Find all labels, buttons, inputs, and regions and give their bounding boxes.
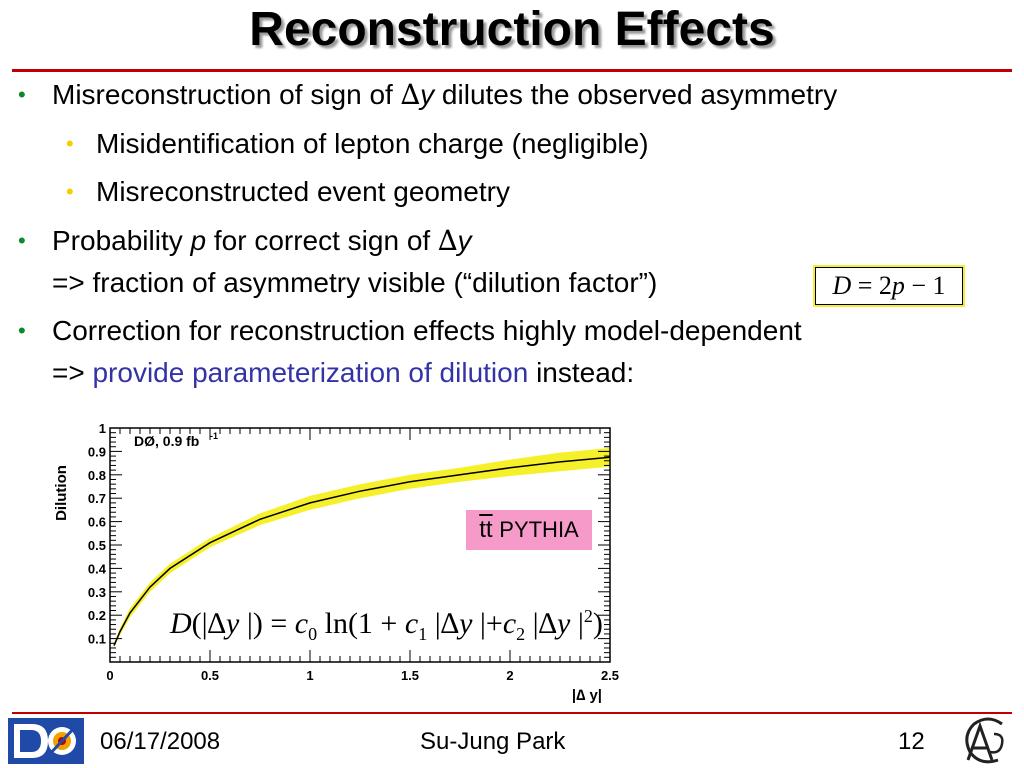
formula-sub: 0	[308, 624, 318, 644]
title-divider	[12, 69, 1012, 72]
formula-y: y	[226, 607, 240, 640]
y-tick-label: 0.8	[88, 468, 106, 483]
bullet-correction: Correction for reconstruction effects hi…	[52, 315, 802, 346]
formula-c1: c	[404, 607, 419, 640]
formula-D: D	[170, 607, 192, 640]
highlight-text: provide parameterization of dilution	[92, 357, 529, 388]
bullet-text: Misreconstruction of sign of	[52, 79, 401, 110]
sub-bullet-dot: •	[66, 131, 74, 156]
formula-c0: c	[294, 607, 309, 640]
var-p: p	[190, 225, 207, 256]
bullet-text: =>	[52, 357, 93, 388]
bullet-dilution-factor: => fraction of asymmetry visible (“dilut…	[52, 267, 658, 298]
sub-bullet-charge-misid: Misidentification of lepton charge (negl…	[96, 128, 649, 159]
bullet-parameterization: => provide parameterization of dilution …	[52, 356, 634, 390]
y-tick-label: 0.6	[88, 515, 106, 530]
x-tick-label: 0.5	[201, 668, 219, 683]
formula-y: y	[557, 607, 571, 640]
bullet-dot: •	[18, 228, 26, 253]
formula-sup: 2	[583, 606, 593, 626]
sub-bullet-dot: •	[66, 179, 74, 204]
footer-divider	[12, 712, 1012, 714]
eq-p: p	[891, 271, 905, 300]
formula-part: |+	[472, 607, 503, 640]
university-seal-icon	[965, 717, 1004, 764]
bullet-probability: Probability p for correct sign of ∆y	[52, 224, 472, 258]
footer-date: 06/17/2008	[100, 728, 221, 755]
x-tick-label: 1.5	[401, 668, 419, 683]
delta-symbol: ∆	[437, 224, 458, 257]
y-tick-label: 0.2	[88, 608, 106, 623]
formula-c2: c	[502, 607, 517, 640]
formula-part: |∆	[525, 607, 558, 640]
pythia-brand: PYTHIA	[499, 517, 579, 542]
x-tick-label: 2.5	[601, 668, 619, 683]
formula-sub: 1	[418, 624, 428, 644]
footer-author: Su-Jung Park	[420, 728, 566, 755]
bullet-text: dilutes the observed asymmetry	[434, 79, 838, 110]
bullet-text: Probability	[52, 225, 191, 256]
chart-title-superscript: -1	[210, 431, 218, 441]
y-tick-label: 0.3	[88, 585, 106, 600]
bullet-sign-misreconstruction: Misreconstruction of sign of ∆y dilutes …	[52, 78, 837, 112]
formula-part: |) =	[239, 607, 295, 640]
formula-sub: 2	[516, 624, 526, 644]
formula-part: |∆	[427, 607, 460, 640]
bullet-text: for correct sign of	[206, 225, 438, 256]
x-tick-label: 1	[306, 668, 313, 683]
y-tick-label: 0.9	[88, 444, 106, 459]
ttbar-text: tt	[479, 516, 493, 543]
dilution-chart: 0.1 0.2 0.3 0.4 0.5 0.6 0.7 0.8 0.9 1 0 0.5 1 1.5 2 2.5…	[40, 410, 630, 710]
x-tick-label: 0	[106, 668, 113, 683]
bullet-dot: •	[18, 82, 26, 107]
eq-equals-2: = 2	[851, 271, 892, 300]
y-tick-label: 0.1	[88, 632, 106, 647]
formula-part: ln(1 +	[317, 607, 405, 640]
dilution-curve	[113, 456, 611, 646]
dilution-equation-box: D = 2p − 1	[813, 265, 965, 307]
bullet-text: instead:	[528, 357, 635, 388]
chart-title: DØ, 0.9 fb	[134, 433, 199, 449]
y-tick-label: 1	[99, 421, 106, 436]
dilution-formula: D(|∆y |) = c0 ln(1 + c1 |∆y |+c2 |∆y |2)	[170, 594, 690, 644]
dilution-chart-svg: 0.1 0.2 0.3 0.4 0.5 0.6 0.7 0.8 0.9 1 0 0.5 1 1.5 2 2.5…	[53, 421, 619, 704]
y-tick-label: 0.4	[88, 561, 107, 576]
x-axis-label: |∆ y|	[572, 687, 602, 704]
eq-minus-1: − 1	[904, 271, 946, 300]
eq-D: D	[832, 271, 852, 300]
delta-symbol: ∆	[400, 78, 421, 111]
d0-logo-icon	[8, 718, 84, 764]
slide-title: Reconstruction Effects	[249, 3, 775, 56]
formula-part: |	[570, 607, 584, 640]
uncertainty-band	[114, 447, 610, 648]
pythia-label: tt PYTHIA	[466, 510, 592, 550]
y-axis-label: Dilution	[53, 465, 70, 521]
var-y: y	[457, 225, 472, 256]
sub-bullet-geometry: Misreconstructed event geometry	[96, 176, 510, 207]
formula-part: (|∆	[191, 607, 227, 640]
var-y: y	[420, 79, 435, 110]
y-tick-label: 0.5	[88, 538, 106, 553]
bullet-dot: •	[18, 318, 26, 343]
footer-page-number: 12	[898, 728, 925, 755]
y-tick-label: 0.7	[88, 491, 106, 506]
formula-part: )	[592, 607, 603, 640]
x-tick-label: 2	[506, 668, 513, 683]
formula-y: y	[459, 607, 473, 640]
